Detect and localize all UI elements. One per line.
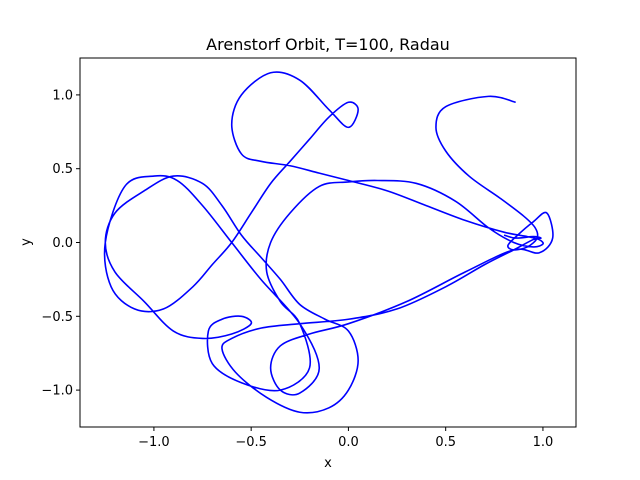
y-tick-label: 0.5	[52, 162, 73, 177]
y-tick-label: 0.0	[52, 236, 73, 251]
y-tick-label: −0.5	[41, 310, 73, 325]
x-tick-label: 0.0	[338, 435, 359, 450]
orbit-series	[103, 71, 554, 414]
axis-ticks: −1.0 −0.5 0.0 0.5 1.0 −1.0 −0.5 0.0 0.5 1.0	[41, 88, 553, 450]
x-tick-label: 1.0	[533, 435, 554, 450]
chart-title: Arenstorf Orbit, T=100, Radau	[206, 35, 450, 54]
y-tick-label: 1.0	[52, 88, 73, 103]
x-tick-label: 0.5	[435, 435, 456, 450]
y-axis-label: y	[19, 238, 34, 246]
x-tick-label: −0.5	[235, 435, 267, 450]
y-tick-label: −1.0	[41, 384, 73, 399]
orbit-line-0	[103, 71, 554, 414]
x-tick-label: −1.0	[138, 435, 170, 450]
x-axis-label: x	[324, 456, 332, 471]
plot-area-frame	[79, 57, 577, 428]
